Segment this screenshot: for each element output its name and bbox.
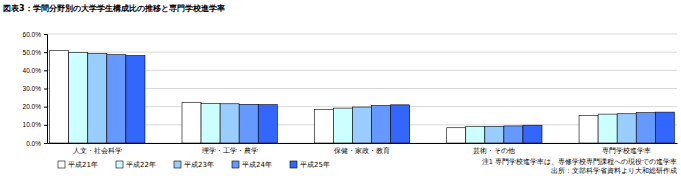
chart-svg: 図表3：学問分野別の大学学生構成比の推移と専門学校進学率 0.0% 10.0% 20.… [0, 0, 681, 183]
x-axis: 人文・社会科学 理学・工学・農学 保健・家政・教育 芸術・その他 専門学校進学率 [48, 144, 678, 155]
y-tick-mark [44, 70, 47, 71]
y-tick-label: 30.0% [23, 85, 42, 92]
x-tick: 芸術・その他 [473, 147, 515, 155]
legend-label: 平成25年 [300, 161, 330, 169]
y-tick: 10.0% [23, 121, 47, 128]
bar [258, 105, 277, 143]
y-tick-label: 50.0% [23, 49, 42, 56]
bar [88, 53, 107, 143]
bar [50, 51, 69, 143]
y-tick: 40.0% [23, 67, 47, 74]
bar [579, 116, 598, 143]
y-tick-label: 10.0% [23, 121, 42, 128]
legend-swatch [116, 161, 123, 168]
chart-container: 図表3：学問分野別の大学学生構成比の推移と専門学校進学率 0.0% 10.0% 20.… [0, 0, 681, 183]
bar [239, 104, 258, 143]
bar [220, 104, 239, 143]
legend-swatch [174, 161, 181, 168]
y-tick-label: 60.0% [23, 31, 42, 38]
legend-label: 平成22年 [126, 161, 156, 169]
x-tick-label: 理学・工学・農学 [202, 147, 258, 154]
bar [447, 128, 466, 143]
y-tick: 0.0% [26, 140, 47, 147]
x-tick-label: 芸術・その他 [473, 147, 515, 155]
x-tick-label: 専門学校進学率 [602, 147, 651, 155]
legend-item: 平成23年 [174, 161, 214, 169]
y-tick-mark [44, 52, 47, 53]
legend-swatch [232, 161, 239, 168]
y-tick: 30.0% [23, 85, 47, 92]
x-tick: 理学・工学・農学 [202, 147, 258, 154]
legend-swatch [58, 161, 65, 168]
y-tick-mark [44, 89, 47, 90]
bar [372, 106, 391, 143]
x-tick-label: 人文・社会科学 [73, 147, 122, 155]
y-tick-label: 0.0% [26, 140, 41, 147]
bar [107, 55, 126, 143]
legend-label: 平成24年 [242, 161, 272, 169]
y-tick-label: 20.0% [23, 103, 42, 110]
legend: 平成21年 平成22年 平成23年 平成24年 平成25年 [58, 161, 330, 169]
y-tick-label: 40.0% [23, 67, 42, 74]
y-tick-mark [44, 143, 47, 144]
bar [69, 52, 88, 143]
y-axis: 0.0% 10.0% 20.0% 30.0% 40.0% 50.0% 60.0% [23, 31, 48, 147]
legend-swatch [290, 161, 297, 168]
x-tick: 専門学校進学率 [602, 147, 651, 155]
legend-item: 平成21年 [58, 161, 98, 169]
grid-line [47, 52, 677, 53]
legend-item: 平成22年 [116, 161, 156, 169]
legend-label: 平成21年 [68, 161, 98, 169]
bar [314, 109, 333, 143]
bar [655, 112, 674, 143]
bar [485, 126, 504, 143]
y-tick-mark [44, 107, 47, 108]
bar [391, 105, 410, 143]
bar [636, 113, 655, 143]
bar [126, 56, 145, 143]
x-axis-line [48, 143, 678, 144]
bar [523, 125, 542, 143]
bar [182, 102, 201, 143]
bar [466, 126, 485, 143]
bar [598, 114, 617, 143]
annotation: 出所：文部科学省資料より大和総研作成 [551, 167, 677, 175]
annotation: 注1 専門学校進学率は、専修学校専門課程への現役での進学率 [482, 158, 677, 166]
bar [504, 126, 523, 143]
y-tick: 60.0% [23, 31, 47, 38]
plot: 0.0% 10.0% 20.0% 30.0% 40.0% 50.0% 60.0% 人文・社会科… [23, 31, 678, 155]
bar [617, 114, 636, 143]
y-axis-line [44, 35, 48, 144]
title: 図表3：学問分野別の大学学生構成比の推移と専門学校進学率 [3, 3, 225, 13]
y-tick: 50.0% [23, 49, 47, 56]
legend-item: 平成24年 [232, 161, 272, 169]
x-tick: 人文・社会科学 [73, 147, 122, 155]
bars [50, 51, 675, 143]
y-tick: 20.0% [23, 103, 47, 110]
bar [352, 107, 371, 143]
legend-label: 平成23年 [184, 161, 214, 169]
y-tick-mark [44, 125, 47, 126]
grid-line [47, 34, 677, 35]
x-tick: 保健・家政・教育 [334, 146, 390, 155]
bar [201, 103, 220, 143]
legend-item: 平成25年 [290, 161, 330, 169]
grid [47, 34, 677, 143]
bar [333, 108, 352, 143]
y-tick-mark [44, 34, 47, 35]
x-tick-label: 保健・家政・教育 [334, 146, 390, 155]
